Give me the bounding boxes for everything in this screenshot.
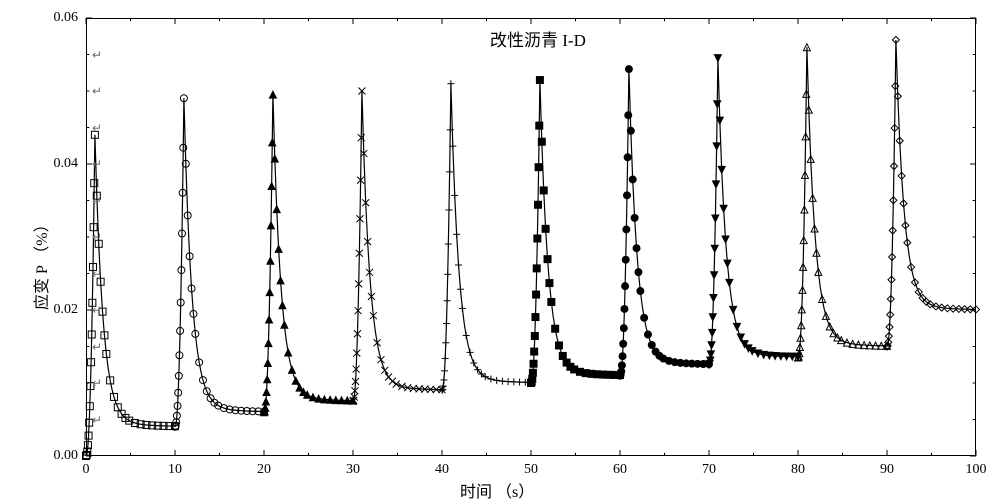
x-tick-label: 50 [524,462,538,478]
margin-glyph: ↵ [92,231,102,243]
chart-title: 改性沥青 I-D [490,26,586,51]
margin-glyph: ↵ [92,341,102,353]
margin-glyph: ↵ [92,268,102,280]
y-tick-label: 0.04 [38,156,78,172]
margin-glyph: ↵ [92,304,102,316]
y-tick-label: 0.02 [38,302,78,318]
y-axis-label: 应变 P （%） [28,190,52,310]
x-axis-label: 时间 （s） [460,478,534,502]
data-series [0,0,1000,504]
margin-glyph: ↵ [92,414,102,426]
margin-glyph: ↵ [92,85,102,97]
x-tick-label: 0 [83,462,90,478]
margin-glyph: ↵ [92,49,102,61]
creep-recovery-chart: 应变 P （%） 时间 （s） 改性沥青 I-D 0 10 20 30 40 50 60 70… [0,0,1000,504]
x-tick-label: 100 [966,462,987,478]
x-tick-label: 60 [613,462,627,478]
y-tick-label: 0.00 [38,448,78,464]
x-tick-label: 80 [791,462,805,478]
x-tick-label: 10 [168,462,182,478]
y-tick-label: 0.06 [38,10,78,26]
margin-glyph: ↵ [92,122,102,134]
x-tick-label: 70 [702,462,716,478]
x-tick-label: 30 [346,462,360,478]
x-tick-label: 20 [257,462,271,478]
margin-glyph: ↵ [92,158,102,170]
margin-glyph: ↵ [92,377,102,389]
margin-glyph: ↵ [92,195,102,207]
x-tick-label: 40 [435,462,449,478]
x-tick-label: 90 [880,462,894,478]
